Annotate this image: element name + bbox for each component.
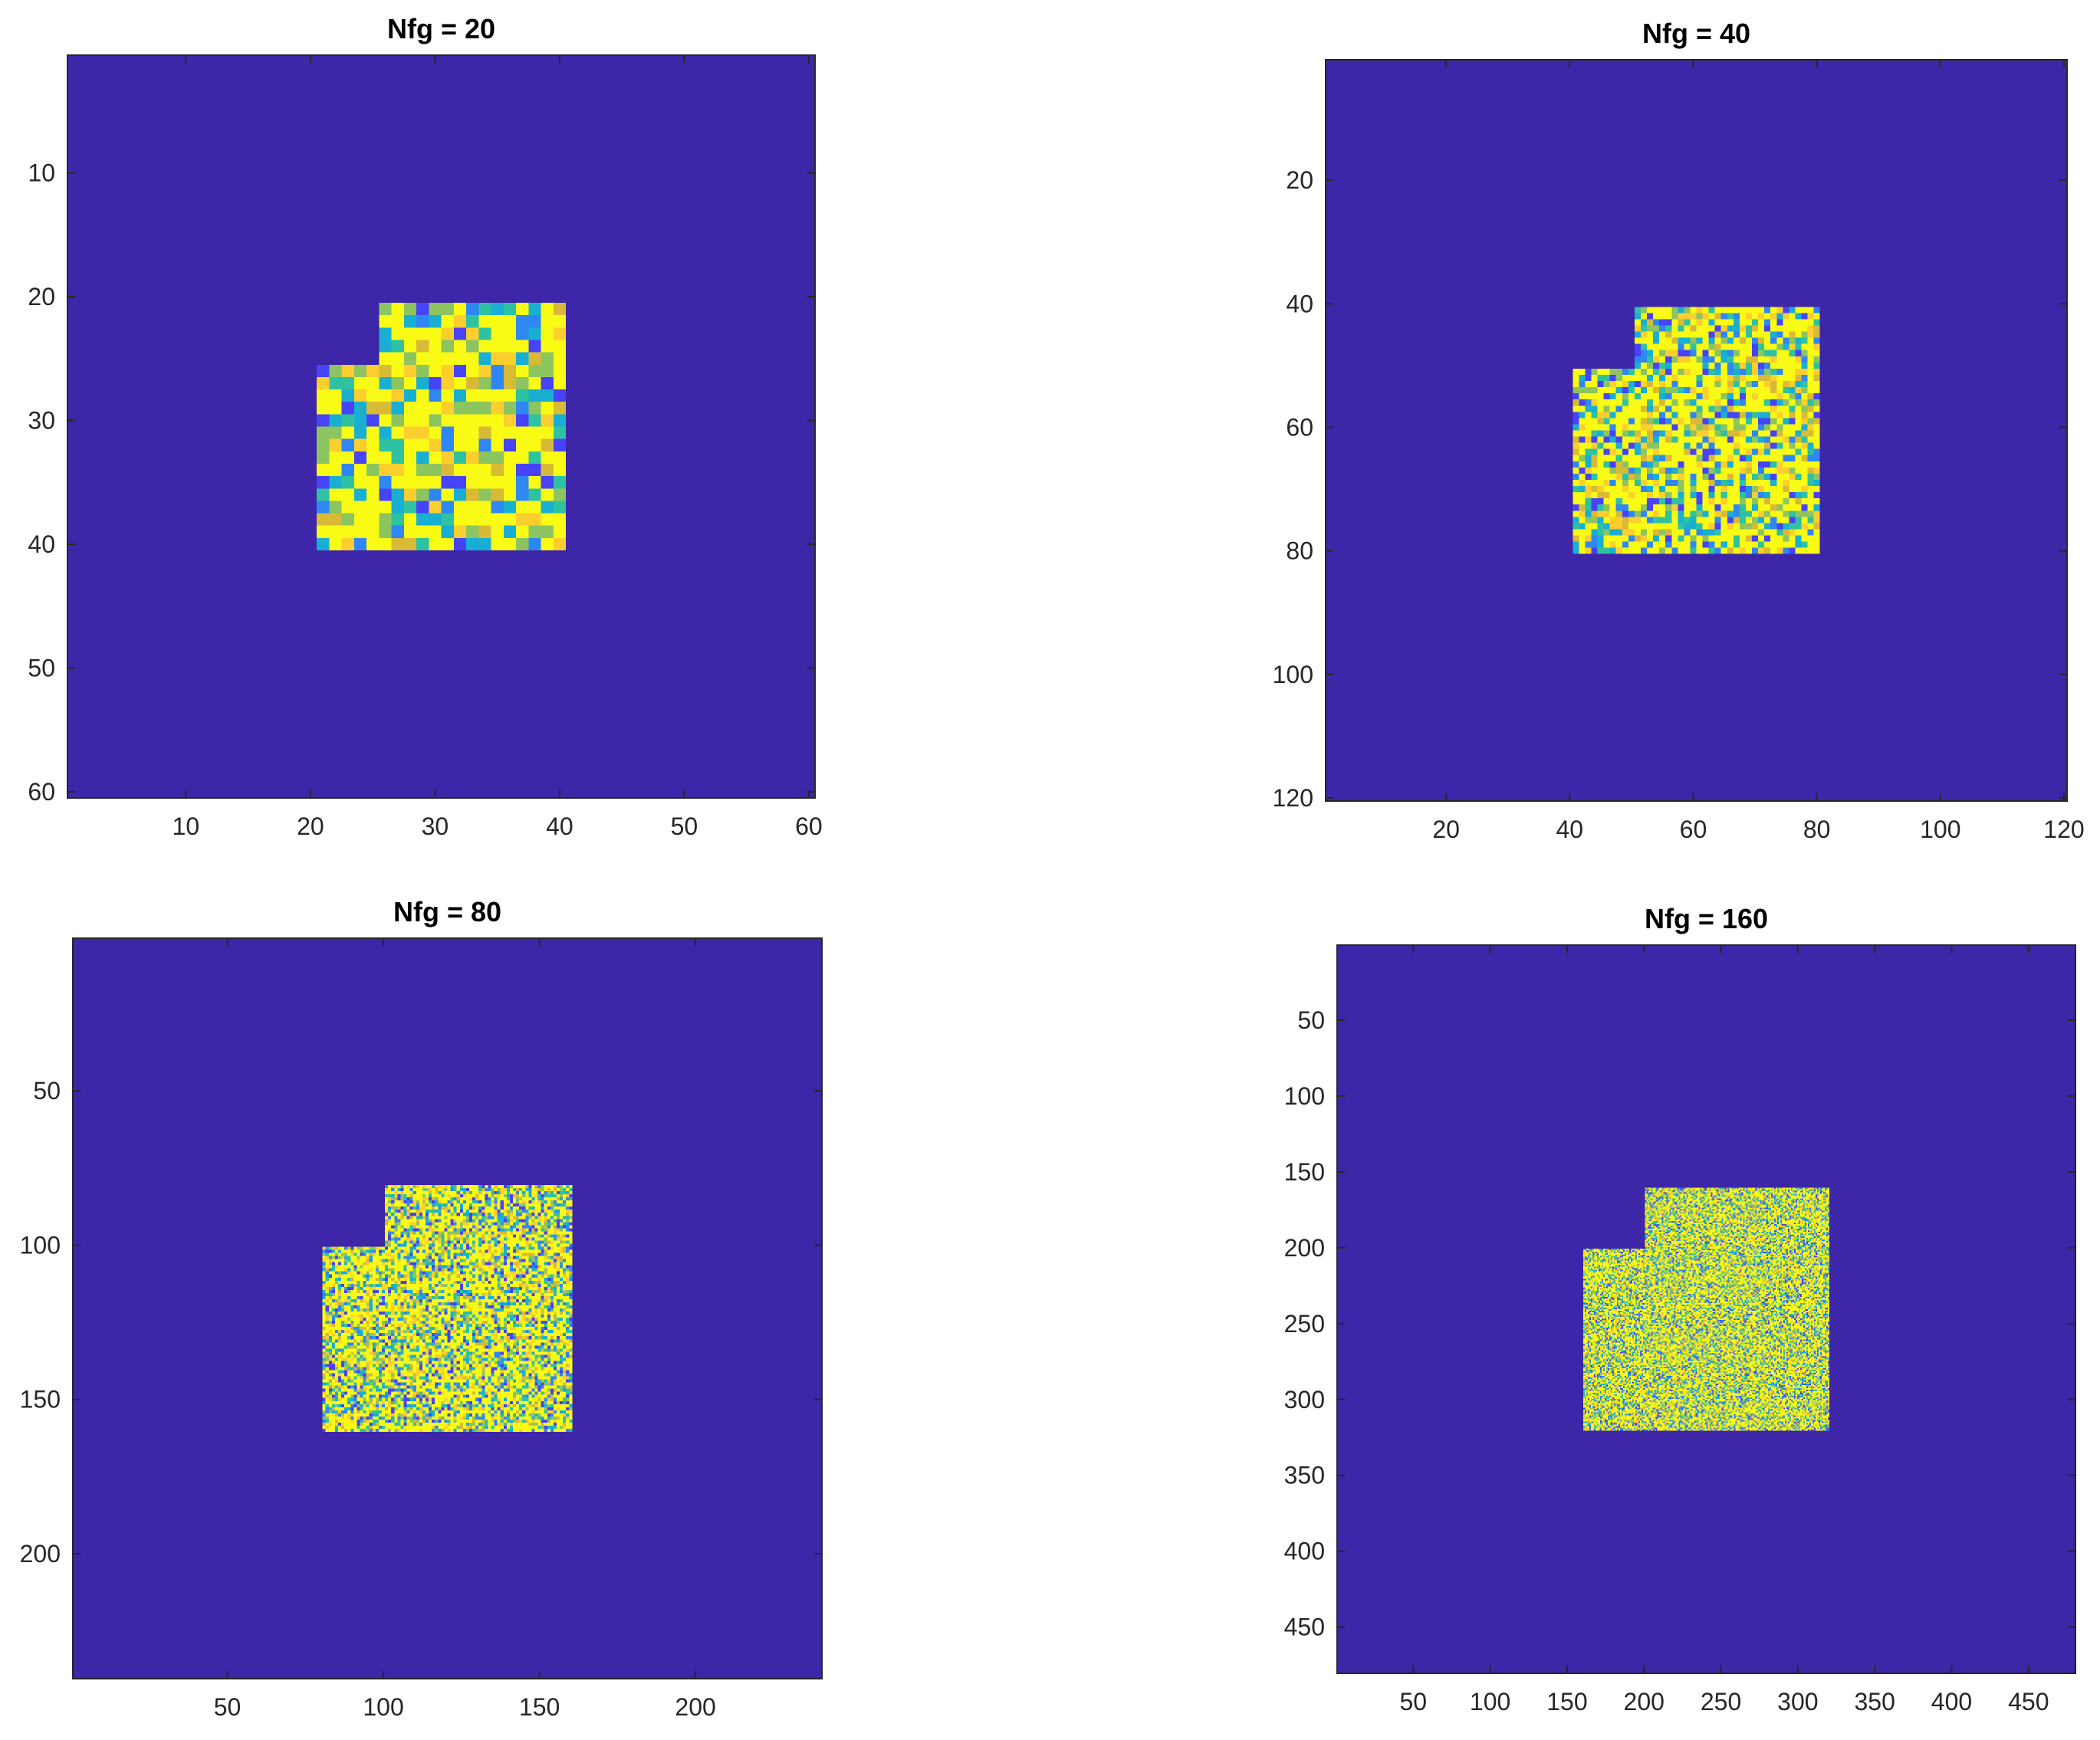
y-tick-label: 60 (1286, 413, 1313, 441)
y-tick-label: 400 (1284, 1538, 1325, 1565)
y-tick-label: 200 (1284, 1234, 1325, 1262)
x-tick-label: 350 (1854, 1688, 1895, 1715)
heatmap-foreground-image (1326, 60, 2067, 801)
x-tick-label: 300 (1777, 1688, 1818, 1715)
axes-frame (72, 937, 823, 1679)
y-tick-label: 120 (1273, 784, 1313, 812)
x-tick-label: 40 (1556, 816, 1584, 843)
y-tick-label: 300 (1284, 1386, 1325, 1413)
x-tick-label: 400 (1931, 1688, 1972, 1715)
x-tick-label: 20 (297, 813, 324, 840)
y-tick-label: 100 (1284, 1082, 1325, 1110)
x-tick-label: 60 (1680, 816, 1707, 843)
x-tick-label: 50 (1400, 1688, 1428, 1715)
chart-title: Nfg = 40 (1642, 18, 1750, 49)
y-tick-label: 20 (28, 283, 55, 310)
y-tick-label: 60 (28, 778, 55, 806)
chart-title: Nfg = 160 (1645, 903, 1768, 934)
y-tick-label: 100 (1273, 661, 1313, 688)
y-tick-label: 10 (28, 159, 55, 186)
x-tick-label: 10 (173, 813, 200, 840)
y-tick-label: 200 (20, 1540, 61, 1568)
subplot-nfg-20: 10 20 30 40 50 60 10 20 30 40 50 60 Nfg = 20 (28, 13, 822, 840)
x-tick-label: 150 (519, 1693, 560, 1721)
chart-title: Nfg = 20 (387, 13, 495, 44)
chart-title: Nfg = 80 (393, 896, 501, 927)
heatmap-foreground-image (67, 55, 815, 798)
heatmap-foreground-image (1337, 945, 2075, 1673)
y-tick-label: 30 (28, 406, 55, 434)
x-tick-label: 100 (1920, 816, 1960, 843)
x-tick-label: 120 (2043, 816, 2084, 843)
x-tick-label: 250 (1701, 1688, 1741, 1715)
axes-frame (1336, 944, 2076, 1674)
y-tick-label: 250 (1284, 1310, 1325, 1338)
x-tick-label: 50 (671, 813, 698, 840)
x-tick-label: 100 (363, 1693, 403, 1721)
y-tick-label: 40 (28, 530, 55, 558)
y-tick-label: 40 (1286, 290, 1313, 317)
x-tick-label: 200 (675, 1693, 715, 1721)
x-tick-label: 100 (1470, 1688, 1510, 1715)
y-tick-label: 450 (1284, 1614, 1325, 1641)
x-tick-label: 80 (1803, 816, 1831, 843)
y-tick-label: 150 (20, 1386, 61, 1413)
x-tick-label: 30 (422, 813, 449, 840)
y-tick-label: 80 (1286, 537, 1313, 565)
y-tick-label: 20 (1286, 166, 1313, 194)
subplot-nfg-40: 20 40 60 80 100 120 20 40 60 80 100 120 Nfg = 40 (1273, 18, 2085, 843)
x-tick-label: 60 (795, 813, 823, 840)
y-tick-label: 50 (28, 654, 55, 681)
axes-frame (67, 54, 816, 799)
x-tick-label: 200 (1624, 1688, 1665, 1715)
y-tick-label: 350 (1284, 1462, 1325, 1489)
x-tick-label: 150 (1546, 1688, 1587, 1715)
axes-frame (1325, 59, 2068, 802)
subplot-nfg-80: 50 100 150 200 50 100 150 200 Nfg = 80 (20, 896, 823, 1721)
y-tick-label: 50 (33, 1077, 61, 1105)
y-tick-label: 50 (1297, 1006, 1325, 1034)
x-tick-label: 50 (214, 1693, 242, 1721)
x-tick-label: 20 (1432, 816, 1460, 843)
y-tick-label: 150 (1284, 1158, 1325, 1186)
x-tick-label: 40 (546, 813, 573, 840)
y-tick-label: 100 (20, 1231, 61, 1259)
heatmap-foreground-image (73, 938, 822, 1679)
subplot-nfg-160: 50 100 150 200 250 300 350 400 450 50 100 150 200 250… (1284, 903, 2076, 1715)
x-tick-label: 450 (2008, 1688, 2049, 1715)
